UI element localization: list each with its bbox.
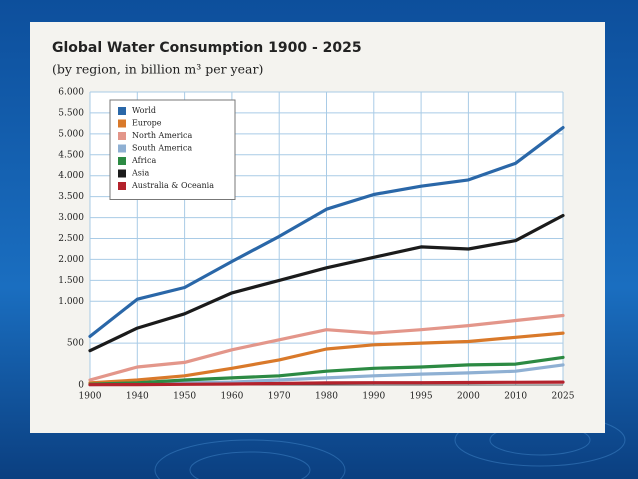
series-line <box>88 126 565 338</box>
legend-label: South America <box>132 144 192 153</box>
legend-label: Africa <box>131 156 156 165</box>
y-tick-label: 1.000 <box>58 297 84 307</box>
series-line <box>88 313 565 382</box>
ripples <box>154 413 626 479</box>
x-tick-label: 2010 <box>504 392 527 402</box>
x-tick-label: 1995 <box>410 392 433 402</box>
y-tick-label: 5.500 <box>58 108 84 118</box>
y-tick-label: 3.000 <box>58 213 84 223</box>
legend-label: Europe <box>132 119 162 128</box>
series-line <box>88 213 565 353</box>
series-line <box>88 331 565 385</box>
legend-label: Asia <box>131 169 149 178</box>
legend-box <box>109 99 236 200</box>
x-tick-label: 1980 <box>315 392 338 402</box>
y-tick-label: 5.000 <box>58 129 84 139</box>
x-tick-label: 2025 <box>552 392 575 402</box>
series-line <box>88 380 565 387</box>
legend-swatch <box>118 157 126 165</box>
y-tick-label: 2.000 <box>58 255 84 265</box>
y-tick-label: 1.500 <box>58 276 84 286</box>
y-tick-label: 0 <box>78 381 84 391</box>
x-tick-label: 1940 <box>126 392 149 402</box>
x-tick-label: 1900 <box>79 392 102 402</box>
legend-swatch <box>118 107 126 115</box>
legend-label: World <box>132 106 156 115</box>
series-line <box>88 355 565 386</box>
legend-swatch <box>118 119 126 128</box>
x-tick-label: 1960 <box>220 392 243 402</box>
legend-swatch <box>118 132 126 140</box>
x-tick-label: 2000 <box>457 392 480 402</box>
chart-subtitle: (by region, in billion m³ per year) <box>52 62 263 77</box>
legend-label: Australia & Oceania <box>131 181 214 190</box>
x-tick-label: 1990 <box>362 392 385 402</box>
y-tick-label: 6.000 <box>58 88 84 98</box>
legend-label: North America <box>132 131 193 140</box>
y-tick-label: 2.500 <box>58 234 84 244</box>
chart-title: Global Water Consumption 1900 - 2025 <box>52 40 362 56</box>
y-tick-label: 3.500 <box>58 192 84 202</box>
legend-swatch <box>118 169 126 178</box>
x-tick-label: 1950 <box>173 392 196 402</box>
legend-swatch <box>118 144 126 153</box>
y-tick-label: 4.000 <box>58 171 84 181</box>
y-tick-label: 500 <box>67 339 84 349</box>
legend-swatch <box>118 182 126 190</box>
plot: 6.000 5.500 5.000 4.500 4.000 3.500 3.000 2.500… <box>58 88 574 402</box>
x-tick-label: 1970 <box>268 392 291 402</box>
y-tick-label: 4.500 <box>58 150 84 160</box>
